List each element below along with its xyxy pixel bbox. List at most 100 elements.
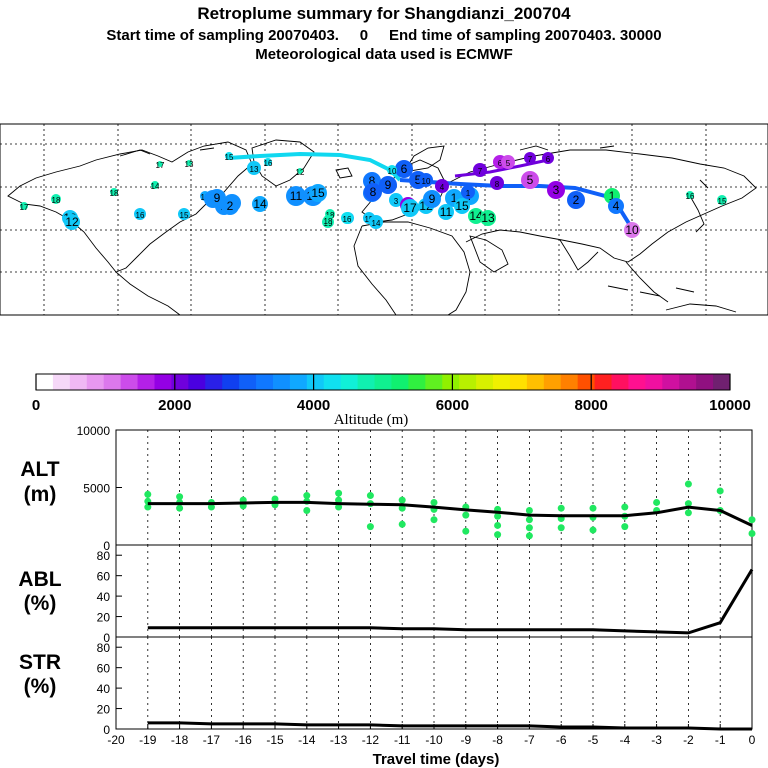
colorbar-swatch [103, 374, 122, 390]
cluster-label: 8 [495, 180, 500, 189]
altitude-cluster-point [589, 504, 597, 512]
cluster-label: 13 [250, 165, 259, 174]
map-coastline [119, 145, 615, 157]
altitude-cluster-point [144, 490, 152, 498]
cluster-label: 16 [343, 215, 352, 224]
altitude-cluster-point [653, 498, 661, 506]
cluster-label: 9 [214, 191, 221, 205]
map-coastline [7, 141, 253, 273]
map-coastline [559, 239, 669, 303]
cluster-label: 2 [227, 199, 234, 213]
altitude-cluster-point [176, 504, 184, 512]
colorbar-swatch [357, 374, 376, 390]
cluster-label: 14 [469, 209, 483, 223]
x-tick-label: -3 [651, 733, 662, 747]
colorbar-swatch [594, 374, 613, 390]
cluster-bubble [286, 186, 306, 206]
map-coastline [689, 179, 709, 233]
abl-panel-unit: (%) [24, 592, 57, 615]
altitude-cluster-point [684, 509, 692, 517]
colorbar-swatch [459, 374, 477, 390]
series-line-alt [147, 500, 753, 527]
cluster-label: 6 [498, 159, 503, 168]
alt-panel-unit: (m) [24, 483, 57, 506]
x-tick-label: -16 [235, 733, 253, 747]
colorbar-swatch [137, 374, 155, 390]
x-tick-label: -13 [330, 733, 348, 747]
cluster-bubble [524, 152, 536, 164]
x-tick-label: -5 [588, 733, 599, 747]
colorbar-swatch [476, 374, 494, 390]
cluster-bubble [389, 193, 403, 207]
altitude-cluster-point [430, 498, 438, 506]
x-axis-label: Travel time (days) [373, 751, 500, 768]
x-tick-label: -7 [524, 733, 535, 747]
colorbar-swatch [306, 374, 325, 390]
cluster-label: 11 [440, 205, 453, 219]
map-panel: 1718191814171315161215161213421714191812… [0, 123, 768, 316]
colorbar-swatch [560, 374, 579, 390]
cluster-label: 17 [403, 201, 417, 215]
alt-panel-label: ALT [20, 458, 59, 481]
cluster-label: 5 [506, 159, 511, 168]
map-coastline [403, 145, 445, 173]
colorbar-swatch [52, 374, 71, 390]
y-tick-label: 60 [97, 570, 111, 584]
colorbar-tick-label: 8000 [575, 397, 608, 414]
cluster-label: 15 [180, 211, 189, 220]
cluster-bubble [110, 188, 118, 196]
altitude-cluster-point [335, 503, 343, 511]
colorbar-swatch [256, 374, 274, 390]
cluster-bubble [542, 152, 554, 164]
colorbar-swatch [154, 374, 172, 390]
x-tick-label: -4 [619, 733, 630, 747]
altitude-cluster-point [494, 531, 502, 539]
cluster-label: 10 [625, 223, 639, 237]
colorbar-swatch [188, 374, 206, 390]
cluster-label: 1 [451, 191, 458, 205]
altitude-cluster-point [144, 503, 152, 511]
colorbar-label: Altitude (m) [334, 412, 409, 428]
cluster-label: 18 [52, 196, 61, 205]
cluster-label: 15 [718, 197, 727, 206]
colorbar-tick-label: 2000 [158, 397, 191, 414]
x-tick-label: -14 [298, 733, 316, 747]
colorbar-swatch [289, 374, 308, 390]
colorbar-swatch [662, 374, 680, 390]
colorbar-swatch [120, 374, 139, 390]
cluster-label: 2 [573, 193, 580, 207]
cluster-label: 7 [528, 155, 533, 164]
altitude-cluster-point [748, 516, 756, 524]
cluster-bubble [401, 199, 419, 217]
y-tick-label: 80 [97, 641, 111, 655]
series-line-abl [147, 568, 754, 635]
cluster-label: 17 [156, 161, 165, 170]
cluster-label: 3 [394, 197, 399, 206]
cluster-label: 14 [372, 219, 381, 228]
colorbar-tick-label: 0 [32, 397, 40, 414]
x-tick-label: -9 [460, 733, 471, 747]
y-tick-label: 0 [103, 631, 110, 645]
cluster-bubble [186, 160, 192, 166]
y-tick-label: 40 [97, 590, 111, 604]
colorbar-swatch [374, 374, 392, 390]
sampling-time-line: Start time of sampling 20070403. 0 End t… [106, 27, 662, 44]
cluster-label: 18 [326, 211, 335, 220]
cluster-bubble [387, 165, 397, 175]
x-tick-label: -12 [362, 733, 380, 747]
colorbar-swatch [323, 374, 342, 390]
altitude-cluster-point [525, 532, 533, 540]
cluster-label: 17 [20, 203, 29, 212]
colorbar-swatch [86, 374, 105, 390]
cluster-bubble [567, 191, 585, 209]
cluster-label: 12 [65, 215, 79, 229]
x-tick-label: -19 [139, 733, 157, 747]
cluster-bubble [501, 155, 515, 169]
altitude-cluster-point [684, 480, 692, 488]
altitude-cluster-point [684, 500, 692, 508]
cluster-label: 12 [296, 168, 305, 177]
cluster-bubble [252, 196, 268, 212]
cluster-bubble [379, 176, 397, 194]
altitude-colorbar: 0 2000 4000 6000 8000 10000 [32, 373, 751, 414]
